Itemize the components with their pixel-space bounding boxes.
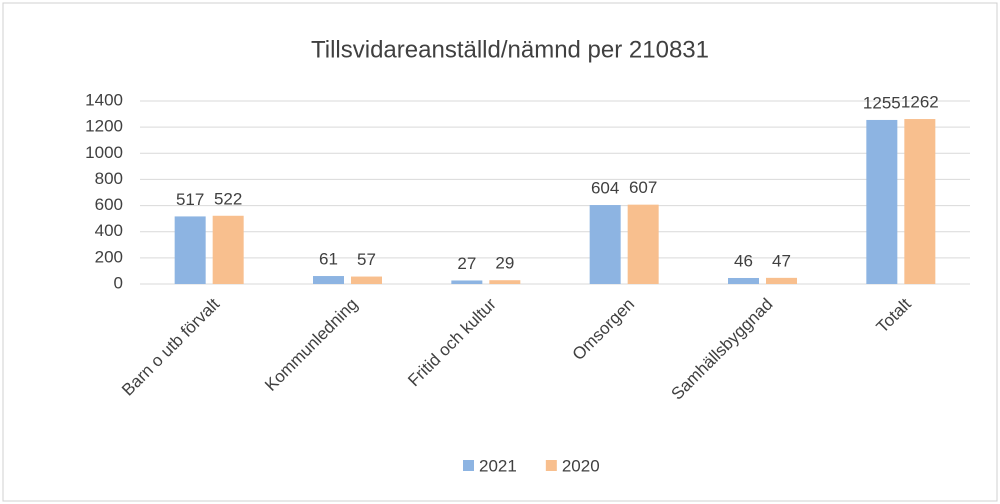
bar <box>766 277 797 284</box>
data-label: 27 <box>457 254 476 273</box>
data-label: 604 <box>591 179 619 198</box>
legend-swatch <box>545 460 557 471</box>
data-label: 47 <box>772 251 791 270</box>
y-tick-label: 600 <box>95 195 123 214</box>
legend-label: 2020 <box>562 456 600 475</box>
bar <box>212 215 244 284</box>
y-tick-label: 0 <box>114 273 123 292</box>
bar <box>489 280 521 284</box>
bar <box>627 204 659 284</box>
y-tick-label: 1000 <box>85 143 123 162</box>
data-label: 522 <box>214 189 242 208</box>
data-label: 607 <box>629 178 657 197</box>
bar <box>866 119 898 284</box>
data-label: 1255 <box>863 93 901 112</box>
y-tick-label: 1400 <box>85 90 123 109</box>
bar <box>313 276 344 284</box>
chart-title: Tillsvidareanställd/nämnd per 210831 <box>311 36 709 63</box>
legend-swatch <box>463 460 474 471</box>
data-label: 1262 <box>901 93 939 112</box>
data-label: 61 <box>319 250 338 269</box>
bar <box>904 119 936 284</box>
data-label: 46 <box>734 251 753 270</box>
bar <box>451 280 483 284</box>
data-label: 57 <box>357 250 376 269</box>
y-tick-label: 1200 <box>85 117 123 136</box>
data-label: 29 <box>495 254 514 273</box>
y-tick-label: 200 <box>95 247 123 266</box>
y-tick-label: 400 <box>95 221 123 240</box>
bar <box>589 205 621 284</box>
bar <box>728 277 759 284</box>
data-label: 517 <box>176 190 204 209</box>
y-tick-label: 800 <box>95 169 123 188</box>
legend-label: 2021 <box>479 456 517 475</box>
bar <box>351 276 382 284</box>
bar <box>174 216 206 284</box>
